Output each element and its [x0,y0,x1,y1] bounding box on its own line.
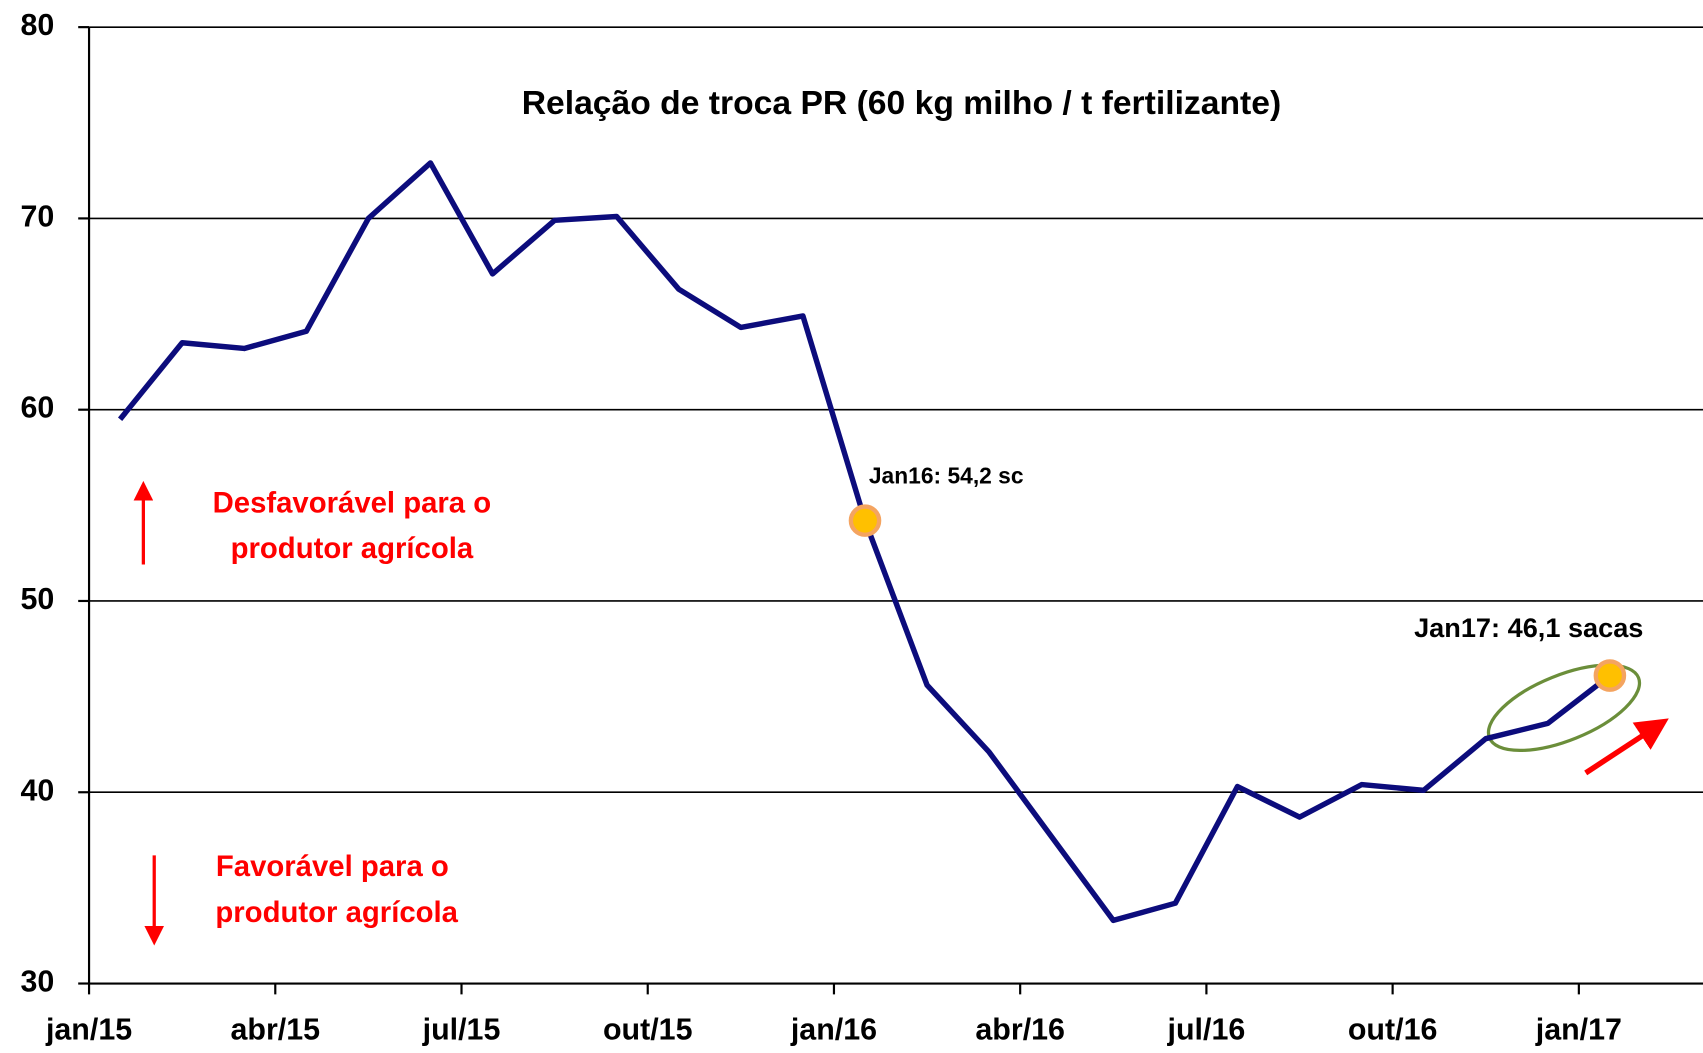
x-tick-label: jan/17 [1535,1012,1622,1046]
annotation: Desfavorável para o [213,487,492,520]
y-tick-label: 60 [20,391,54,425]
highlight-marker [1593,659,1627,692]
y-tick-label: 40 [20,773,54,807]
x-tick-label: abr/16 [975,1012,1065,1046]
x-tick-label: jan/16 [790,1012,877,1046]
annotation: produtor agrícola [231,532,474,565]
x-tick-label: jan/15 [45,1012,132,1046]
x-tick-label: out/15 [603,1012,693,1046]
y-tick-label: 50 [20,582,54,616]
y-tick-label: 30 [20,965,54,999]
x-tick-label: out/16 [1348,1012,1438,1046]
annotation: Jan17: 46,1 sacas [1414,612,1643,643]
chart-title: Relação de troca PR (60 kg milho / t fer… [522,85,1282,122]
annotation: Favorável para o [216,850,449,883]
x-tick-label: jul/15 [422,1012,501,1046]
y-tick-label: 70 [20,199,54,233]
x-tick-label: jul/16 [1167,1012,1246,1046]
y-tick-label: 80 [20,8,54,42]
arrow-trend [1584,718,1669,776]
annotation: produtor agrícola [215,896,458,929]
x-tick-label: abr/15 [230,1012,320,1046]
annotation: Jan16: 54,2 sc [869,463,1024,489]
highlight-marker [848,504,882,537]
